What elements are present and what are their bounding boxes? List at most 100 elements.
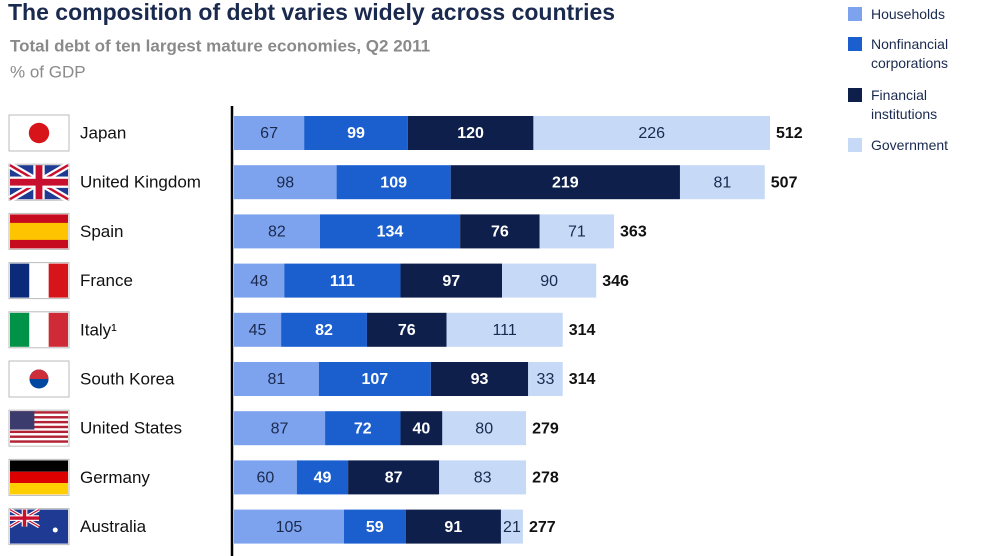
bar-segment — [446, 312, 563, 347]
value-label: 33 — [537, 371, 555, 388]
chart-subtitle: Total debt of ten largest mature economi… — [10, 36, 430, 55]
flag-part — [10, 420, 68, 424]
value-label: 98 — [276, 174, 294, 191]
value-label: 40 — [412, 420, 430, 437]
value-label: 48 — [250, 273, 268, 290]
value-label: 87 — [271, 420, 289, 437]
legend-item: Households — [848, 5, 981, 24]
bar-segment — [430, 362, 529, 396]
value-label: 90 — [540, 273, 558, 290]
category-label: Australia — [80, 517, 147, 536]
flag-part — [28, 122, 50, 144]
value-label: 76 — [398, 322, 416, 339]
flag-part — [10, 516, 39, 520]
flag-part — [10, 411, 68, 414]
legend-item: Nonfinancial corporations — [848, 35, 981, 73]
bar-segment — [234, 312, 282, 347]
legend-label: Financial institutions — [871, 87, 938, 122]
flag-part — [10, 440, 68, 443]
total-label: 507 — [771, 174, 798, 191]
value-label: 134 — [377, 224, 404, 241]
category-label: Japan — [80, 123, 126, 142]
value-label: 93 — [471, 371, 489, 388]
value-label: 21 — [503, 519, 521, 536]
category-label: United States — [80, 419, 182, 438]
value-label: 111 — [330, 273, 355, 290]
flag-part — [10, 178, 68, 186]
value-label: 226 — [638, 125, 665, 142]
value-label: 59 — [366, 519, 384, 536]
bar-segment — [234, 509, 344, 544]
flag-part — [10, 416, 68, 419]
value-label: 111 — [492, 322, 516, 339]
value-label: 71 — [568, 224, 586, 241]
value-label: 219 — [552, 174, 579, 191]
bar-segment — [442, 411, 527, 446]
total-label: 512 — [776, 125, 803, 142]
legend-swatch — [848, 7, 862, 21]
value-label: 60 — [257, 470, 275, 487]
bar-segment — [439, 460, 527, 495]
legend-swatch — [848, 138, 862, 152]
total-label: 277 — [529, 519, 556, 536]
bar-segment — [304, 116, 408, 150]
flag-part — [48, 263, 68, 298]
bar-segment — [400, 411, 443, 446]
flag-part — [10, 263, 30, 298]
legend-label: Households — [871, 6, 945, 22]
legend-item: Government — [848, 136, 981, 155]
bar-segment — [450, 165, 680, 200]
bar-segment — [539, 214, 615, 249]
value-label: 109 — [380, 174, 407, 191]
bar-segment — [319, 214, 461, 249]
bar-segment — [281, 312, 367, 347]
unit-label: % of GDP — [10, 62, 86, 81]
legend-item: Financial institutions — [848, 86, 981, 124]
bar-segment — [234, 411, 326, 446]
value-label: 97 — [442, 273, 460, 290]
flag-part — [10, 430, 68, 434]
category-label: France — [80, 271, 133, 290]
bar-segment — [234, 263, 285, 298]
bar-segment — [234, 362, 319, 396]
legend-swatch — [848, 88, 862, 102]
bar-segment — [366, 312, 447, 347]
total-label: 314 — [569, 322, 596, 339]
bar-segment — [234, 460, 297, 495]
flag-part — [10, 435, 68, 438]
value-label: 83 — [474, 470, 492, 487]
bar-segment — [318, 362, 431, 396]
category-label: United Kingdom — [80, 173, 201, 192]
bar-segment — [405, 509, 501, 544]
value-label: 82 — [315, 322, 333, 339]
legend-swatch — [848, 37, 862, 51]
bar-segment — [460, 214, 540, 249]
bar-segment — [348, 460, 440, 495]
flag-part — [10, 483, 68, 495]
category-label: Spain — [80, 222, 123, 241]
total-label: 279 — [532, 420, 559, 437]
value-label: 72 — [354, 420, 372, 437]
category-label: South Korea — [80, 369, 175, 388]
value-label: 80 — [475, 420, 493, 437]
value-label: 91 — [444, 519, 462, 536]
value-label: 120 — [457, 125, 484, 142]
category-label: Germany — [80, 468, 150, 487]
bar-segment — [284, 263, 401, 298]
flag-part — [10, 460, 68, 472]
total-label: 278 — [532, 470, 559, 487]
total-label: 346 — [602, 273, 629, 290]
value-label: 81 — [268, 371, 286, 388]
flag-part — [29, 369, 49, 379]
flag-part — [10, 222, 68, 240]
bar-segment — [502, 263, 597, 298]
value-label: 105 — [276, 519, 303, 536]
value-label: 107 — [361, 371, 388, 388]
bar-segment — [343, 509, 406, 544]
bar-segment — [234, 116, 305, 150]
bar-segment — [296, 460, 349, 495]
bar-segment — [325, 411, 401, 446]
flag-part — [29, 312, 49, 347]
value-label: 49 — [314, 470, 332, 487]
bar-segment — [407, 116, 534, 150]
